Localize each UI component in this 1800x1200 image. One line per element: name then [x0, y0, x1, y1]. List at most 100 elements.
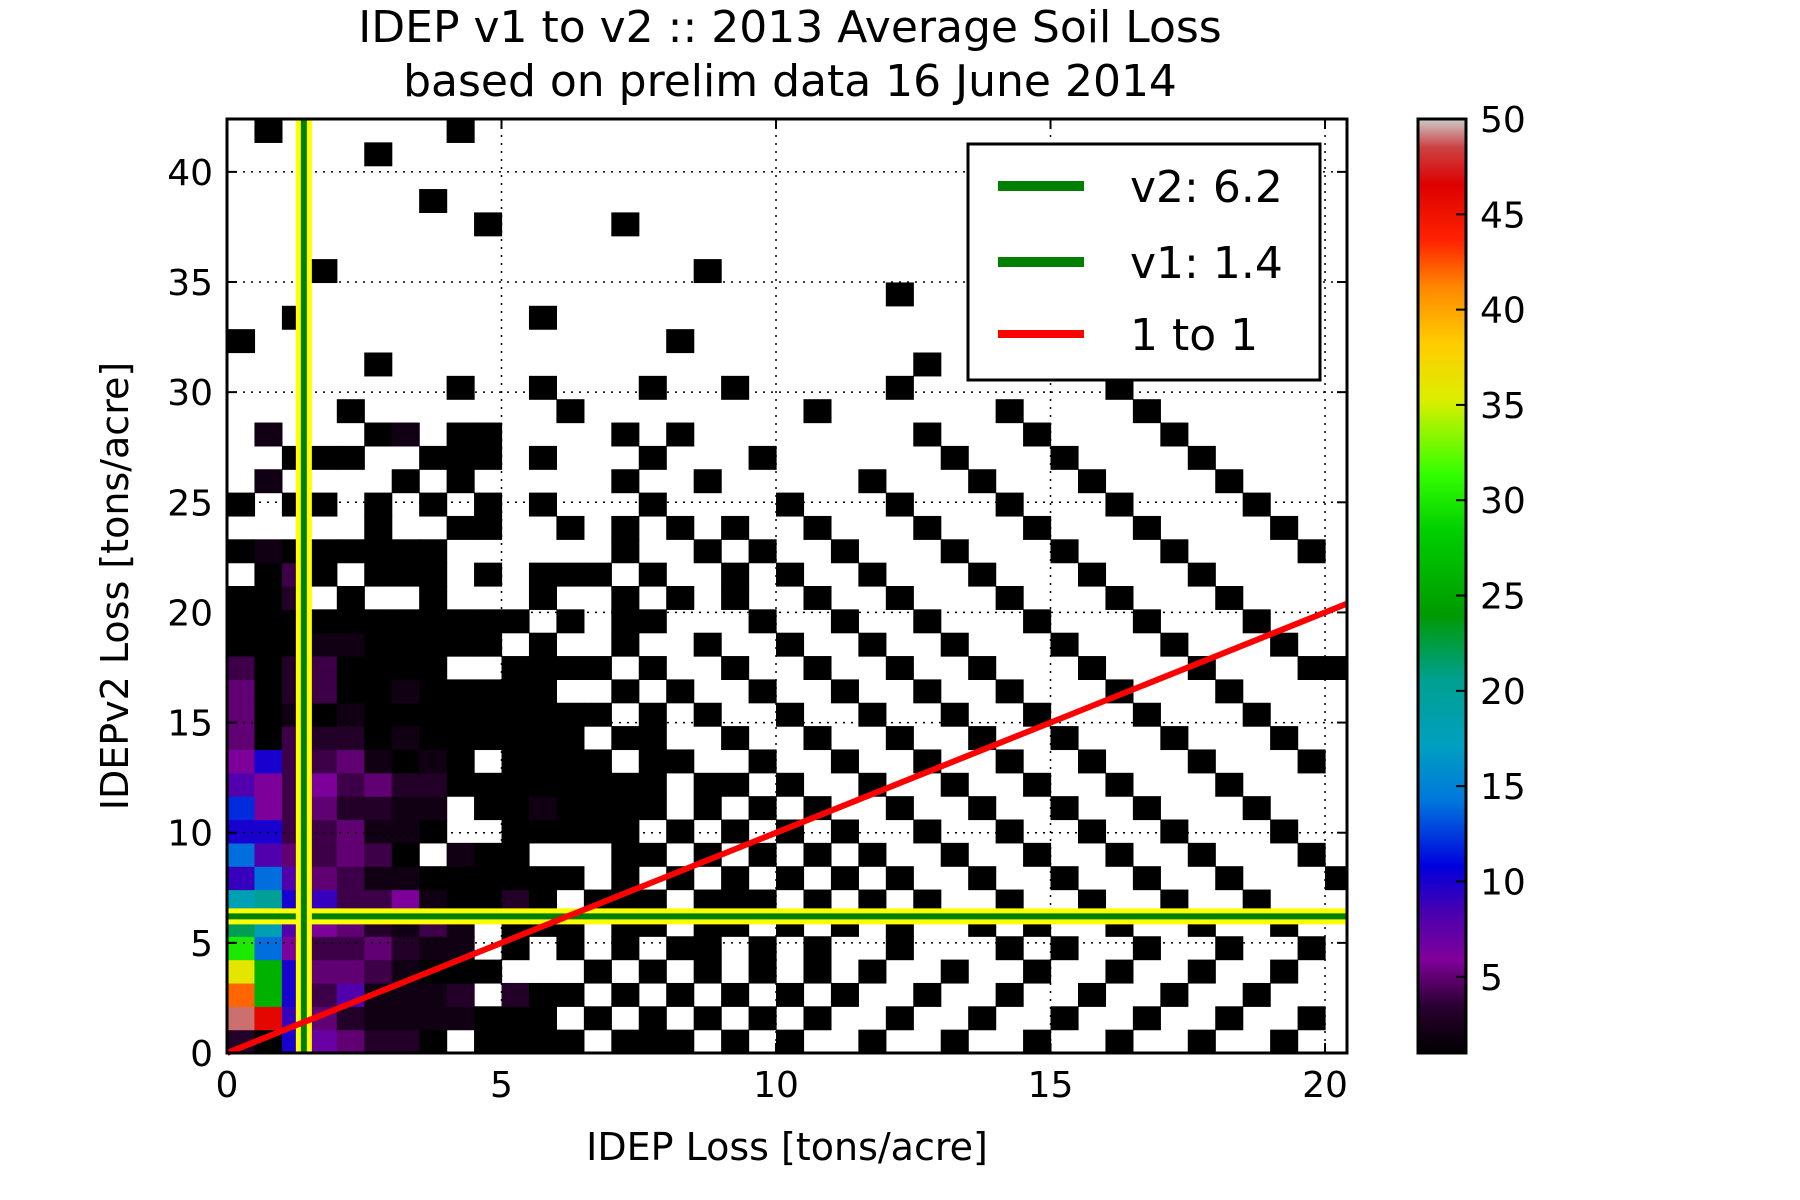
- heatmap-cell: [1132, 609, 1161, 634]
- heatmap-cell: [693, 796, 722, 821]
- heatmap-cell: [776, 492, 805, 517]
- heatmap-cell: [227, 492, 256, 517]
- heatmap-cell: [336, 679, 365, 704]
- heatmap-cell: [1050, 796, 1079, 821]
- heatmap-cell: [638, 842, 667, 867]
- heatmap-cell: [721, 562, 750, 587]
- heatmap-cell: [638, 609, 667, 634]
- heatmap-cell: [638, 492, 667, 517]
- heatmap-cell: [611, 212, 640, 237]
- heatmap-cell: [940, 772, 969, 797]
- heatmap-cell: [776, 702, 805, 727]
- heatmap-cell: [528, 445, 558, 470]
- heatmap-cell: [227, 329, 256, 354]
- heatmap-cell: [391, 1006, 420, 1031]
- heatmap-cell: [446, 726, 475, 751]
- heatmap-cell: [721, 772, 750, 797]
- heatmap-cell: [885, 796, 914, 821]
- heatmap-cell: [583, 959, 612, 984]
- heatmap-cell: [364, 726, 393, 751]
- heatmap-cell: [556, 562, 585, 587]
- heatmap-cell: [638, 772, 667, 797]
- heatmap-cell: [528, 375, 558, 400]
- heatmap-cell: [1242, 702, 1271, 727]
- heatmap-cell: [830, 539, 859, 564]
- heatmap-cell: [419, 749, 448, 774]
- colorbar-tick-label: 5: [1480, 958, 1503, 999]
- heatmap-cell: [254, 866, 283, 891]
- heatmap-cell: [309, 866, 338, 891]
- heatmap-cell: [309, 796, 338, 821]
- heatmap-cell: [1297, 539, 1326, 564]
- heatmap-cell: [446, 515, 475, 540]
- heatmap-cell: [1160, 726, 1189, 751]
- heatmap-cell: [254, 586, 283, 610]
- heatmap-cell: [391, 819, 420, 844]
- heatmap-cell: [501, 679, 530, 704]
- heatmap-cell: [611, 726, 640, 751]
- heatmap-cell: [995, 936, 1024, 961]
- heatmap-cell: [419, 492, 448, 517]
- heatmap-cell: [1270, 1029, 1299, 1054]
- heatmap-cell: [1297, 936, 1326, 961]
- heatmap-cell: [1297, 1006, 1326, 1031]
- heatmap-cell: [528, 819, 558, 844]
- heatmap-cell: [227, 1006, 256, 1031]
- heatmap-cell: [227, 609, 256, 634]
- heatmap-cell: [419, 1006, 448, 1031]
- colorbar-tick-label: 45: [1480, 195, 1526, 236]
- heatmap-cell: [1132, 1006, 1161, 1031]
- heatmap-cell: [885, 726, 914, 751]
- heatmap-cell: [336, 1029, 365, 1054]
- heatmap-cell: [501, 772, 530, 797]
- heatmap-cell: [666, 679, 695, 704]
- heatmap-cell: [364, 539, 393, 564]
- heatmap-cell: [336, 842, 365, 867]
- heatmap-cell: [528, 772, 558, 797]
- heatmap-cell: [858, 842, 887, 867]
- heatmap-cell: [638, 702, 667, 727]
- heatmap-cell: [501, 889, 530, 914]
- heatmap-cell: [364, 936, 393, 961]
- heatmap-cell: [419, 866, 448, 891]
- heatmap-cell: [419, 889, 448, 914]
- heatmap-cell: [776, 982, 805, 1007]
- heatmap-cell: [391, 936, 420, 961]
- heatmap-cell: [227, 539, 256, 564]
- heatmap-cell: [611, 469, 640, 494]
- heatmap-cell: [1187, 842, 1216, 867]
- heatmap-cell: [446, 375, 475, 400]
- heatmap-cell: [1297, 656, 1326, 680]
- heatmap-cell: [391, 609, 420, 634]
- heatmap-cell: [721, 889, 750, 914]
- heatmap-cell: [419, 772, 448, 797]
- heatmap-cell: [583, 749, 612, 774]
- heatmap-cell: [885, 375, 914, 400]
- heatmap-cell: [1105, 375, 1134, 400]
- heatmap-cell: [254, 796, 283, 821]
- heatmap-cell: [364, 749, 393, 774]
- colorbar-tick-label: 10: [1480, 862, 1526, 903]
- heatmap-cell: [940, 539, 969, 564]
- heatmap-cell: [227, 936, 256, 961]
- heatmap-cell: [693, 772, 722, 797]
- y-tick-label: 35: [167, 263, 213, 304]
- heatmap-cell: [528, 656, 558, 680]
- heatmap-cell: [1023, 422, 1052, 447]
- heatmap-cell: [336, 889, 365, 914]
- heatmap-cell: [309, 632, 338, 657]
- heatmap-cell: [309, 889, 338, 914]
- heatmap-cell: [364, 609, 393, 634]
- heatmap-cell: [748, 445, 777, 470]
- heatmap-cell: [693, 1006, 722, 1031]
- heatmap-cell: [721, 866, 750, 891]
- legend: v2: 6.2 v1: 1.4 1 to 1: [966, 142, 1322, 382]
- chart-subtitle: based on prelim data 16 June 2014: [403, 56, 1177, 107]
- heatmap-cell: [474, 866, 503, 891]
- y-tick-label: 0: [190, 1034, 213, 1075]
- heatmap-cell: [748, 749, 777, 774]
- heatmap-cell: [474, 726, 503, 751]
- heatmap-cell: [309, 539, 338, 564]
- heatmap-cell: [364, 819, 393, 844]
- heatmap-cell: [913, 515, 942, 540]
